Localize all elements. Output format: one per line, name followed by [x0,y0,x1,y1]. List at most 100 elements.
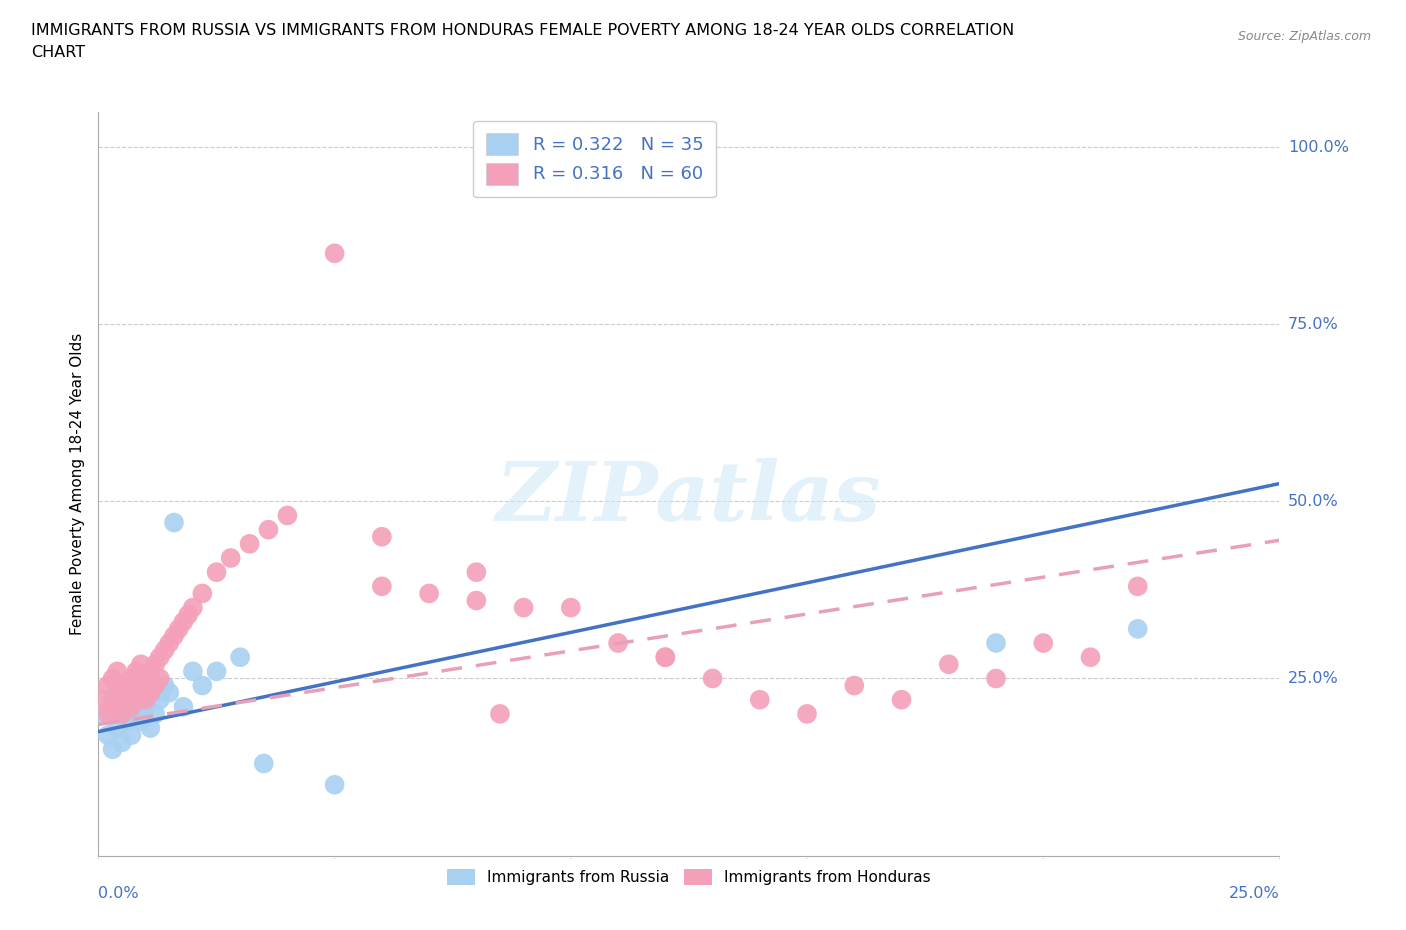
Point [125,685,148,700]
Point [101,671,124,686]
Point [149,650,172,665]
Point [121,671,143,686]
Point [105,721,128,736]
Point [172,615,194,630]
Point [1126,621,1149,636]
Point [111,685,134,700]
Point [607,635,630,650]
Text: 25.0%: 25.0% [1288,671,1339,686]
Point [115,678,138,693]
Point [125,707,148,722]
Point [938,657,960,671]
Point [143,707,166,722]
Point [105,678,128,693]
Point [139,685,162,700]
Point [890,692,912,707]
Point [139,721,162,736]
Point [465,565,488,579]
Point [371,529,394,544]
Point [205,565,228,579]
Point [97,707,120,722]
Point [181,664,204,679]
Point [135,692,157,707]
Text: 0.0%: 0.0% [98,886,139,901]
Point [91,707,114,722]
Point [111,707,134,722]
Point [191,678,214,693]
Point [115,692,138,707]
Y-axis label: Female Poverty Among 18-24 Year Olds: Female Poverty Among 18-24 Year Olds [69,333,84,635]
Point [418,586,440,601]
Point [167,621,190,636]
Point [512,600,534,615]
Point [654,650,676,665]
Point [177,607,200,622]
Point [157,635,180,650]
Point [371,578,394,593]
Point [748,692,770,707]
Point [153,643,176,658]
Text: CHART: CHART [31,45,84,60]
Point [97,678,120,693]
Text: 25.0%: 25.0% [1229,886,1279,901]
Point [1032,635,1054,650]
Point [191,586,214,601]
Point [111,707,134,722]
Point [229,650,252,665]
Point [105,664,128,679]
Text: Source: ZipAtlas.com: Source: ZipAtlas.com [1237,30,1371,43]
Point [143,685,166,700]
Point [702,671,724,686]
Point [163,629,186,644]
Point [135,671,157,686]
Point [323,246,346,260]
Point [1126,578,1149,593]
Point [149,692,172,707]
Point [1080,650,1102,665]
Point [153,678,176,693]
Text: 100.0%: 100.0% [1288,140,1348,154]
Point [143,678,166,693]
Point [135,699,157,714]
Point [984,635,1007,650]
Point [115,713,138,728]
Point [121,727,143,742]
Point [489,707,512,722]
Point [163,515,186,530]
Point [139,664,162,679]
Point [560,600,582,615]
Point [101,692,124,707]
Point [181,600,204,615]
Point [205,664,228,679]
Point [129,713,152,728]
Point [135,678,157,693]
Legend: Immigrants from Russia, Immigrants from Honduras: Immigrants from Russia, Immigrants from … [440,861,938,893]
Point [143,657,166,671]
Point [101,742,124,757]
Point [111,735,134,750]
Point [172,699,194,714]
Point [276,508,298,523]
Text: IMMIGRANTS FROM RUSSIA VS IMMIGRANTS FROM HONDURAS FEMALE POVERTY AMONG 18-24 YE: IMMIGRANTS FROM RUSSIA VS IMMIGRANTS FRO… [31,23,1014,38]
Point [121,699,143,714]
Point [253,756,276,771]
Point [129,678,152,693]
Point [115,692,138,707]
Point [139,671,162,686]
Text: 75.0%: 75.0% [1288,317,1339,332]
Point [465,593,488,608]
Point [323,777,346,792]
Point [149,671,172,686]
Text: 50.0%: 50.0% [1288,494,1339,509]
Point [654,650,676,665]
Point [91,692,114,707]
Point [219,551,242,565]
Point [97,727,120,742]
Point [157,685,180,700]
Point [129,692,152,707]
Point [796,707,818,722]
Text: ZIPatlas: ZIPatlas [496,458,882,538]
Point [257,523,280,538]
Point [121,699,143,714]
Point [125,685,148,700]
